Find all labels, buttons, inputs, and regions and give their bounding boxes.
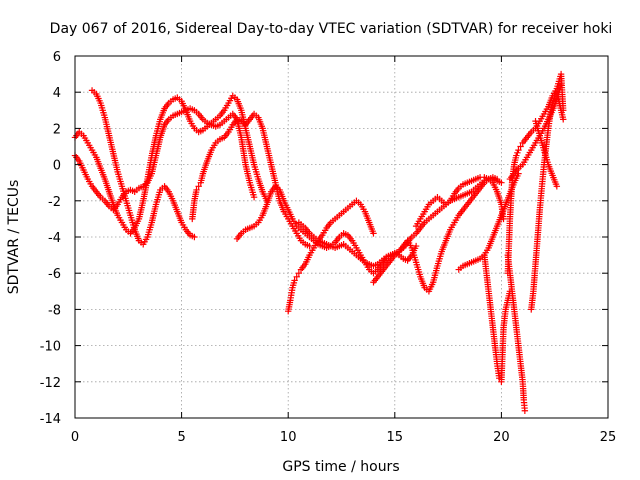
x-tick-label: 0 (71, 430, 79, 445)
y-tick-label: -8 (48, 303, 61, 318)
y-tick-label: 4 (53, 86, 61, 101)
y-tick-label: -10 (40, 340, 61, 355)
y-tick-label: 6 (53, 50, 61, 65)
x-tick-label: 15 (387, 430, 404, 445)
plus-markers (285, 197, 377, 315)
y-tick-label: -12 (40, 376, 61, 391)
plus-markers (88, 87, 198, 248)
grid (75, 56, 608, 418)
y-tick-label: -4 (48, 231, 61, 246)
plus-markers (295, 175, 505, 270)
plus-markers (528, 89, 567, 313)
series-track-16 (532, 117, 561, 190)
y-tick-label: 0 (53, 159, 61, 174)
chart-title: Day 067 of 2016, Sidereal Day-to-day VTE… (50, 21, 613, 37)
y-tick-label: -14 (40, 412, 61, 427)
y-tick-label: -2 (48, 195, 61, 210)
data-marks (71, 70, 567, 414)
x-tick-label: 10 (280, 430, 297, 445)
series-track-6 (285, 197, 377, 315)
x-axis-label: GPS time / hours (282, 459, 399, 475)
plus-markers (532, 117, 561, 190)
series-track-15 (528, 89, 567, 313)
series-track-9 (412, 174, 507, 230)
plus-markers (481, 251, 514, 385)
y-axis-label: SDTVAR / TECUs (6, 180, 22, 295)
x-tick-label: 5 (177, 430, 185, 445)
series-track-11 (481, 251, 514, 385)
y-tick-label: -6 (48, 267, 61, 282)
series-track-7 (295, 175, 505, 270)
series-track-8 (370, 174, 501, 295)
y-tick-label: 2 (53, 122, 61, 137)
x-tick-label: 20 (493, 430, 510, 445)
axis-ticks: 0 5 10 15 20 25 -14 -12 -10 -8 -6 -4 -2 0 2 4 6 (40, 50, 617, 445)
plus-markers (412, 174, 507, 230)
series-track-3 (88, 87, 198, 248)
x-tick-label: 25 (600, 430, 617, 445)
plus-markers (370, 174, 501, 295)
